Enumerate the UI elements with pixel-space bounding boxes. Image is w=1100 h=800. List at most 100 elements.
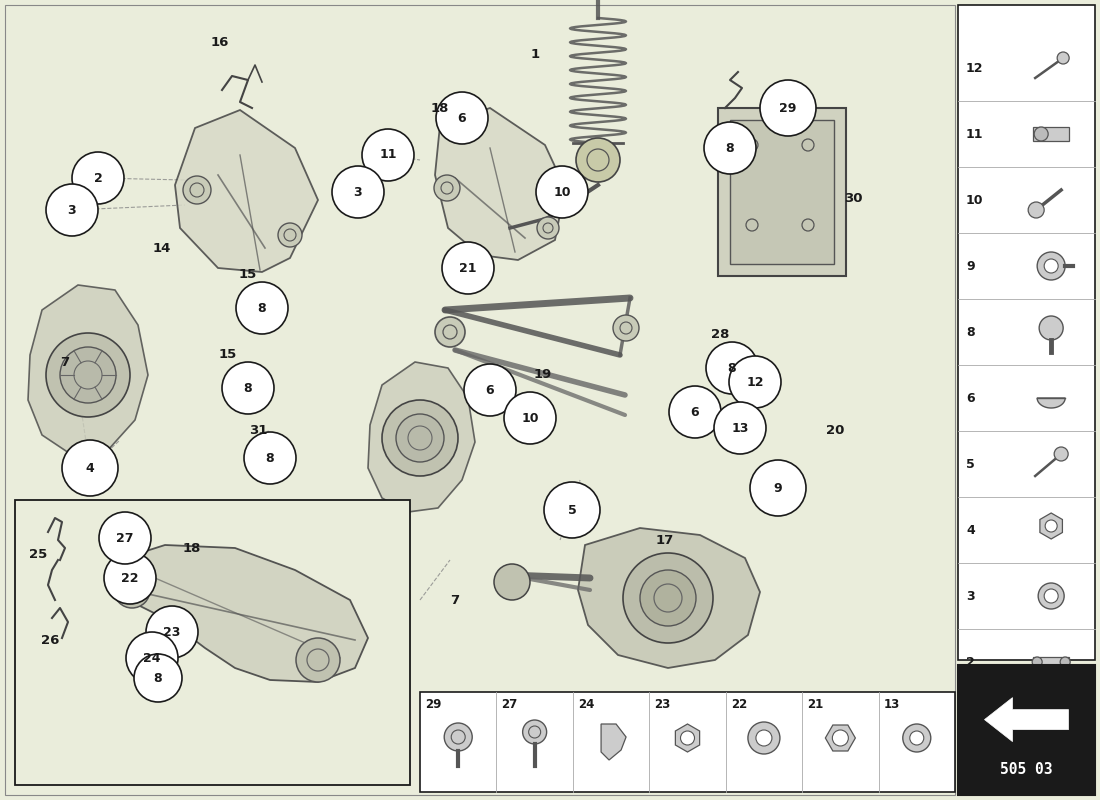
Text: 6: 6	[966, 391, 975, 405]
Text: 24: 24	[578, 698, 594, 710]
Circle shape	[750, 460, 806, 516]
Circle shape	[504, 392, 556, 444]
Circle shape	[760, 80, 816, 136]
Text: 23: 23	[163, 626, 180, 638]
Circle shape	[146, 606, 198, 658]
Bar	[1033, 127, 1069, 141]
Circle shape	[134, 654, 182, 702]
Circle shape	[706, 342, 758, 394]
Polygon shape	[984, 698, 1068, 742]
Polygon shape	[1037, 398, 1065, 408]
Text: 20: 20	[826, 423, 844, 437]
Text: 17: 17	[656, 534, 674, 546]
Bar	[730, 120, 834, 264]
Bar	[718, 108, 846, 276]
Circle shape	[46, 333, 130, 417]
Text: 4: 4	[966, 523, 975, 537]
Circle shape	[494, 564, 530, 600]
Text: 5: 5	[966, 458, 975, 470]
Circle shape	[362, 129, 414, 181]
Circle shape	[114, 572, 150, 608]
Circle shape	[1057, 52, 1069, 64]
Circle shape	[576, 138, 620, 182]
Text: 15: 15	[219, 349, 238, 362]
Circle shape	[729, 356, 781, 408]
Polygon shape	[368, 362, 475, 512]
Circle shape	[1044, 589, 1058, 603]
Circle shape	[236, 282, 288, 334]
Circle shape	[60, 347, 116, 403]
Circle shape	[623, 553, 713, 643]
Text: 27: 27	[117, 531, 134, 545]
Bar	[958, 5, 1094, 660]
Text: 11: 11	[379, 149, 397, 162]
Text: 22: 22	[730, 698, 747, 710]
Circle shape	[222, 362, 274, 414]
Text: 29: 29	[425, 698, 441, 710]
Polygon shape	[675, 724, 700, 752]
Text: 13: 13	[883, 698, 900, 710]
Text: 13: 13	[732, 422, 749, 434]
Text: 10: 10	[521, 411, 539, 425]
Bar	[420, 692, 955, 792]
Circle shape	[46, 184, 98, 236]
Circle shape	[244, 432, 296, 484]
Polygon shape	[578, 528, 760, 668]
Text: 8: 8	[257, 302, 266, 314]
Text: 9: 9	[773, 482, 782, 494]
Bar	[958, 665, 1094, 795]
Circle shape	[1040, 316, 1064, 340]
Text: 8: 8	[266, 451, 274, 465]
Circle shape	[536, 166, 588, 218]
Text: 22: 22	[121, 571, 139, 585]
Text: 4: 4	[86, 462, 95, 474]
Text: 6: 6	[691, 406, 700, 418]
Circle shape	[1034, 127, 1048, 141]
Circle shape	[464, 364, 516, 416]
Circle shape	[62, 440, 118, 496]
Text: 23: 23	[654, 698, 671, 710]
Circle shape	[669, 386, 720, 438]
Text: 7: 7	[450, 594, 460, 606]
Text: 10: 10	[553, 186, 571, 198]
Text: 8: 8	[966, 326, 975, 338]
Polygon shape	[28, 285, 148, 455]
Circle shape	[613, 315, 639, 341]
Circle shape	[1060, 657, 1070, 667]
Circle shape	[1038, 583, 1064, 609]
Text: 3: 3	[68, 203, 76, 217]
Circle shape	[537, 217, 559, 239]
Circle shape	[183, 176, 211, 204]
Circle shape	[332, 166, 384, 218]
Text: 29: 29	[779, 102, 796, 114]
Circle shape	[278, 223, 303, 247]
Polygon shape	[110, 545, 368, 682]
Circle shape	[910, 731, 924, 745]
Text: 5: 5	[568, 503, 576, 517]
Text: 12: 12	[746, 375, 763, 389]
Text: 15: 15	[239, 269, 257, 282]
Bar	[1033, 657, 1069, 667]
Circle shape	[1044, 259, 1058, 273]
Text: 2: 2	[94, 171, 102, 185]
Text: 26: 26	[41, 634, 59, 646]
Circle shape	[714, 402, 766, 454]
Text: 18: 18	[431, 102, 449, 114]
Circle shape	[833, 730, 848, 746]
Circle shape	[544, 482, 600, 538]
Circle shape	[382, 400, 458, 476]
Text: 21: 21	[460, 262, 476, 274]
Polygon shape	[601, 724, 626, 760]
Text: 24: 24	[143, 651, 161, 665]
Text: 3: 3	[354, 186, 362, 198]
Circle shape	[99, 512, 151, 564]
Text: 19: 19	[534, 369, 552, 382]
Text: 2: 2	[966, 655, 975, 669]
Circle shape	[1037, 252, 1065, 280]
Text: 10: 10	[966, 194, 983, 206]
Polygon shape	[825, 725, 856, 751]
Text: 8: 8	[244, 382, 252, 394]
Circle shape	[748, 722, 780, 754]
Text: 8: 8	[154, 671, 163, 685]
Circle shape	[522, 720, 547, 744]
